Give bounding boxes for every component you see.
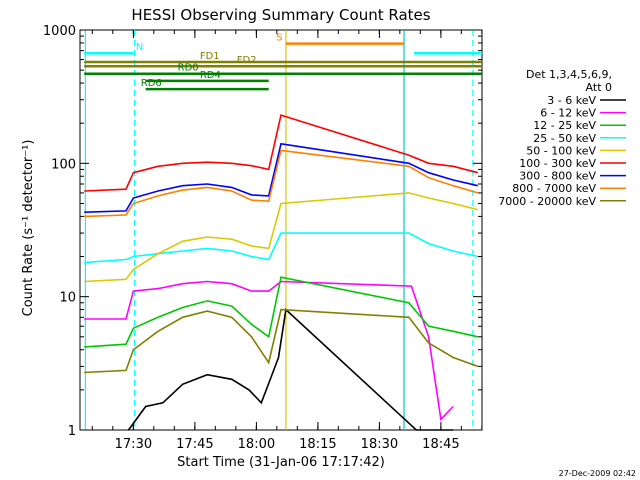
flag-label-fd1: FD1 (200, 51, 220, 62)
x-tick-label: 17:30 (115, 437, 152, 452)
legend-title: Att 0 (586, 81, 612, 94)
y-tick-label: 1 (68, 424, 76, 439)
plot-area: 1 10 100 1000 17:30 17:45 18:00 18:15 18:30 18:45… (43, 24, 483, 452)
series-line-7 (84, 149, 479, 218)
footer-date: 27-Dec-2009 02:42 (559, 469, 636, 478)
legend-entry-label: 300 - 800 keV (519, 170, 596, 183)
legend-entry-label: 50 - 100 keV (526, 144, 596, 157)
series-line-5 (84, 114, 479, 192)
legend-entry-label: 12 - 25 keV (533, 119, 596, 132)
flag-label-n: N (136, 42, 143, 53)
x-tick-label: 17:45 (176, 437, 213, 452)
series-line-6 (84, 142, 478, 213)
flag-label-fd2: FD2 (237, 55, 257, 66)
x-tick-label: 18:00 (238, 437, 275, 452)
legend-entry-label: 7000 - 20000 keV (498, 195, 596, 208)
series-line-1 (84, 280, 454, 422)
flag-label-rd4: RD4 (200, 70, 221, 81)
x-tick-label: 18:45 (422, 437, 459, 452)
y-tick-label: 1000 (43, 24, 76, 39)
plot-frame (79, 29, 483, 431)
x-axis-label: Start Time (31-Jan-06 17:17:42) (177, 455, 385, 470)
series-line-2 (84, 276, 478, 348)
legend-entry-label: 6 - 12 keV (540, 107, 596, 120)
legend-entry-label: 25 - 50 keV (533, 132, 596, 145)
legend-entry-label: 3 - 6 keV (547, 94, 596, 107)
x-tick-label: 18:30 (361, 437, 398, 452)
y-axis-label: Count Rate (s⁻¹ detector⁻¹) (21, 140, 36, 317)
legend-entry-label: 100 - 300 keV (519, 157, 596, 170)
x-tick-label: 18:15 (299, 437, 336, 452)
flag-label-rd0: RD0 (178, 63, 199, 74)
y-tick-label: 10 (59, 291, 76, 306)
flag-label-rd6: RD6 (141, 78, 162, 89)
flag-label-s: S (276, 33, 282, 44)
legend-entry-label: 800 - 7000 keV (512, 182, 596, 195)
y-tick-label: 100 (51, 157, 76, 172)
legend-title: Det 1,3,4,5,6,9, (526, 68, 612, 81)
series-line-4 (84, 192, 478, 283)
series-line-3 (84, 232, 478, 264)
chart-title: HESSI Observing Summary Count Rates (131, 6, 430, 24)
series-line-8 (84, 308, 479, 374)
series-line-0 (127, 307, 454, 431)
